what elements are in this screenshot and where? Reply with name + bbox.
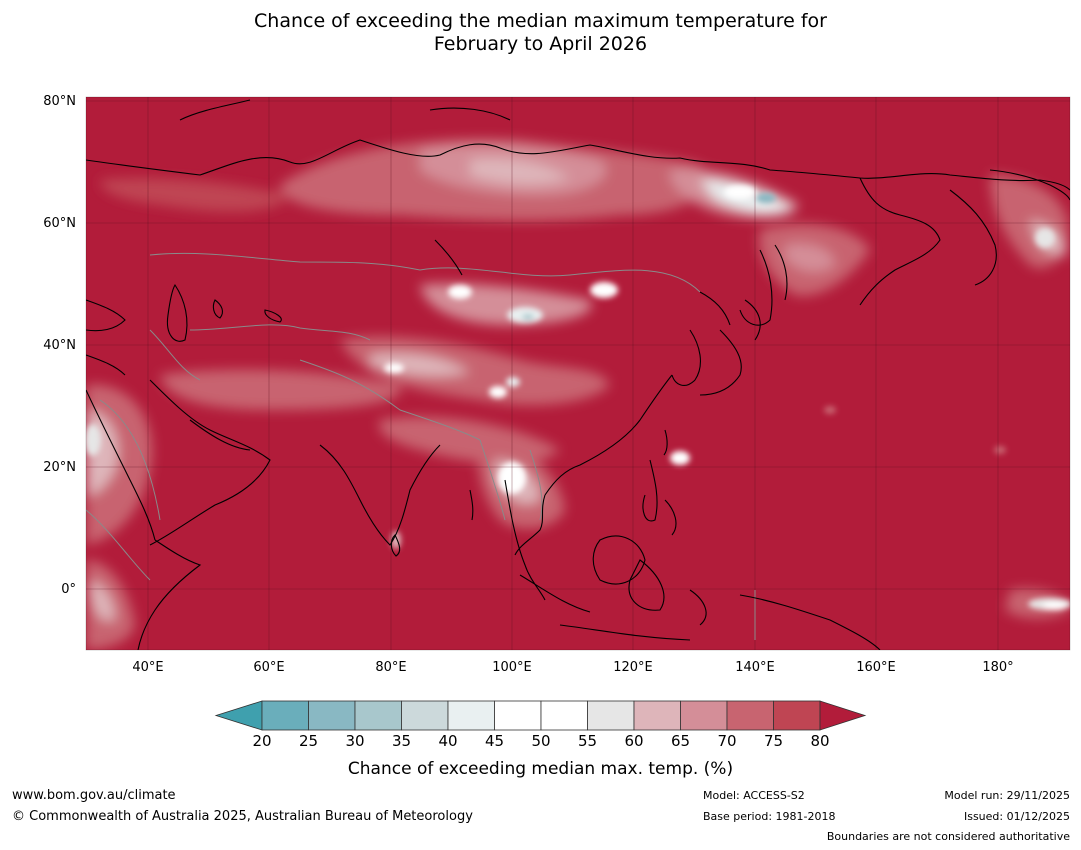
siberia-band-60 [470, 158, 570, 185]
kamchatka-patch-50 [1035, 228, 1055, 248]
pacific-patch-45 [1043, 602, 1067, 610]
colorbar-swatch [773, 700, 821, 731]
colorbar-tick-label: 35 [391, 732, 412, 750]
china-patch-40 [506, 377, 520, 387]
colorbar-swatch [680, 700, 728, 731]
boundaries-disclaimer: Boundaries are not considered authoritat… [826, 830, 1070, 843]
lon-label-40e: 40°E [132, 660, 164, 675]
base-period: Base period: 1981-2018 [703, 810, 836, 823]
okhotsk-65 [785, 243, 835, 272]
colorbar-swatch [354, 700, 402, 731]
colorbar-tick-label: 45 [484, 732, 505, 750]
lat-label-0: 0° [61, 582, 76, 597]
lon-label-60e: 60°E [253, 660, 285, 675]
colorbar-extend-low [214, 700, 263, 731]
central-asia-70 [160, 369, 401, 410]
pacific-patch-70 [824, 406, 836, 414]
colorbar-swatch [308, 700, 356, 731]
colorbar-tick-label: 80 [810, 732, 830, 750]
colorbar-tick-label: 65 [670, 732, 691, 750]
colorbar-swatch [261, 700, 309, 731]
tibet-70 [340, 336, 610, 405]
lon-label-80e: 80°E [375, 660, 407, 675]
colorbar-swatches [214, 700, 867, 731]
mongolia-patch-45 [448, 285, 472, 299]
model-name: Model: ACCESS-S2 [703, 789, 805, 802]
lon-label-100e: 100°E [492, 660, 532, 675]
colorbar-tick-label: 25 [298, 732, 319, 750]
country-boundaries [86, 252, 756, 640]
africa-east-60 [90, 580, 115, 621]
lon-label-140e: 140°E [735, 660, 775, 675]
colorbar-tick-label: 70 [717, 732, 737, 750]
gridlines [86, 97, 1070, 650]
model-run-date: Model run: 29/11/2025 [944, 789, 1070, 802]
colorbar-swatch [587, 700, 635, 731]
lat-label-80n: 80°N [43, 94, 76, 109]
colorbar-tick-label: 30 [345, 732, 365, 750]
pacific-patch-50 [670, 451, 690, 465]
manchuria-patch-45 [590, 282, 618, 298]
pacific-patch-70b [994, 446, 1006, 454]
west-siberia-75 [100, 178, 290, 212]
probability-shading [86, 139, 1070, 650]
colorbar-swatch [447, 700, 495, 731]
tibet-patch-45 [384, 363, 404, 373]
colorbar-extend-high [819, 700, 867, 731]
mongolia-patch-30 [522, 314, 534, 320]
china-patch-45 [489, 386, 507, 398]
colorbar-swatch [540, 700, 588, 731]
colorbar-tick-label: 60 [624, 732, 644, 750]
copyright-text: © Commonwealth of Australia 2025, Austra… [12, 809, 473, 824]
yakutia-patch-30 [756, 193, 776, 203]
coastlines [86, 99, 1070, 650]
website-link[interactable]: www.bom.gov.au/climate [12, 788, 176, 803]
colorbar-tick-label: 40 [438, 732, 458, 750]
map-frame [85, 96, 1071, 651]
arabia-patch-50 [86, 424, 101, 456]
colorbar-swatch [494, 700, 542, 731]
lat-label-20n: 20°N [43, 460, 76, 475]
issued-date: Issued: 01/12/2025 [963, 810, 1070, 823]
colorbar-swatch [726, 700, 774, 731]
title-line-1: Chance of exceeding the median maximum t… [254, 10, 827, 32]
colorbar-swatch [633, 700, 681, 731]
lon-label-160e: 160°E [856, 660, 896, 675]
chart-title: Chance of exceeding the median maximum t… [0, 10, 1081, 56]
colorbar-tick-label: 55 [577, 732, 598, 750]
lat-label-60n: 60°N [43, 216, 76, 231]
lon-label-180: 180° [982, 660, 1014, 675]
colorbar-tick-label: 20 [252, 732, 272, 750]
lon-label-120e: 120°E [613, 660, 653, 675]
colorbar-tick-label: 75 [763, 732, 784, 750]
lat-label-40n: 40°N [43, 338, 76, 353]
title-line-2: February to April 2026 [433, 33, 648, 55]
forecast-map [85, 96, 1071, 651]
colorbar-label: Chance of exceeding median max. temp. (%… [347, 759, 734, 779]
yakutia-patch-45 [724, 185, 756, 199]
colorbar-swatch [401, 700, 449, 731]
colorbar-tick-label: 50 [531, 732, 551, 750]
